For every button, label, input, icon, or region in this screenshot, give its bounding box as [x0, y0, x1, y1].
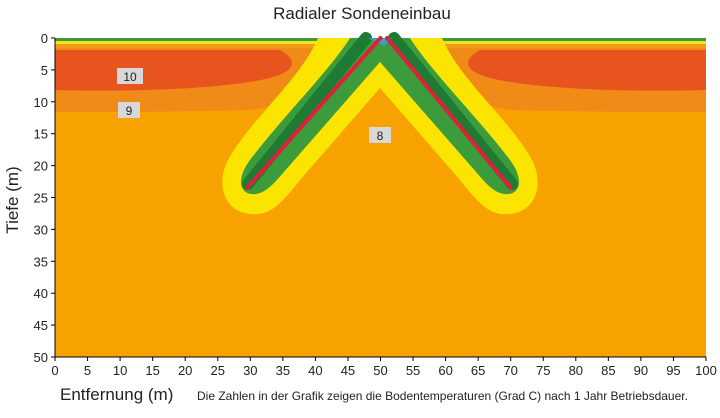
y-tick-label: 45: [34, 318, 48, 333]
x-tick-label: 30: [243, 363, 257, 378]
y-tick-label: 50: [34, 350, 48, 365]
x-tick-label: 60: [438, 363, 452, 378]
contour-field: [55, 32, 706, 357]
probe: [385, 36, 513, 190]
note: Die Zahlen in der Grafik zeigen die Bode…: [197, 389, 688, 403]
contour-labels: 10 9 8: [117, 68, 391, 143]
y-tick-label: 10: [34, 95, 48, 110]
y-axis-label: Tiefe (m): [3, 166, 22, 233]
contour-label: 9: [126, 104, 133, 118]
probes: [245, 36, 513, 190]
region-8: [222, 38, 538, 215]
x-tick-label: 75: [536, 363, 550, 378]
x-tick-label: 55: [406, 363, 420, 378]
y-tick-label: 35: [34, 254, 48, 269]
x-tick-label: 25: [211, 363, 225, 378]
y-tick-label: 0: [41, 31, 48, 46]
y-tick-label: 40: [34, 286, 48, 301]
y-tick-label: 5: [41, 63, 48, 78]
contour-label: 10: [123, 70, 137, 84]
x-tick-label: 100: [695, 363, 717, 378]
y-tick-label: 20: [34, 159, 48, 174]
x-tick-label: 85: [601, 363, 615, 378]
region-10: [468, 50, 706, 91]
label-box: [118, 102, 140, 118]
x-tick-label: 40: [308, 363, 322, 378]
ticks: 0 5 10 15 20 25 30 35 40 45 50 55 60 65 70 75 80 85 90 95 10…: [34, 31, 717, 378]
y-tick-label: 25: [34, 191, 48, 206]
x-tick-label: 35: [276, 363, 290, 378]
y-tick-label: 15: [34, 127, 48, 142]
x-tick-label: 10: [113, 363, 127, 378]
contour-label: 8: [377, 129, 384, 143]
x-tick-label: 45: [341, 363, 355, 378]
chart-title: Radialer Sondeneinbau: [273, 4, 451, 23]
label-box: [117, 68, 143, 84]
x-tick-label: 0: [51, 363, 58, 378]
x-axis-label: Entfernung (m): [60, 385, 173, 404]
probe: [245, 36, 383, 190]
region-6: [242, 32, 518, 190]
region-10: [55, 50, 292, 91]
region-5: [368, 38, 392, 46]
x-tick-label: 5: [84, 363, 91, 378]
x-tick-label: 90: [634, 363, 648, 378]
x-tick-label: 70: [503, 363, 517, 378]
y-tick-label: 30: [34, 222, 48, 237]
x-tick-label: 50: [373, 363, 387, 378]
x-tick-label: 65: [471, 363, 485, 378]
x-tick-label: 20: [178, 363, 192, 378]
x-tick-label: 95: [666, 363, 680, 378]
x-tick-label: 80: [569, 363, 583, 378]
x-tick-label: 15: [145, 363, 159, 378]
label-box: [369, 127, 391, 143]
